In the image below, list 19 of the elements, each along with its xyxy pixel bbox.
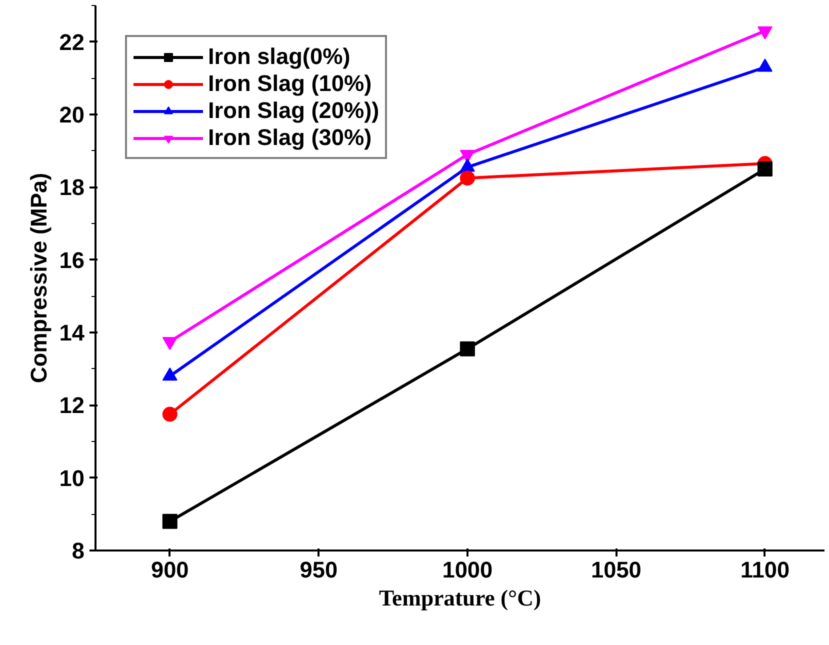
x-tick-label: 1000 [442,556,493,582]
x-tick-label: 1050 [591,556,642,582]
y-tick-label: 12 [59,392,84,418]
legend-label: Iron Slag (20%)) [208,97,380,124]
y-tick-label: 10 [59,464,84,491]
y-tick-label: 16 [59,246,84,273]
legend-label: Iron Slag (10%) [208,70,372,97]
x-tick-label: 1100 [740,556,790,582]
y-tick-label: 18 [59,174,84,200]
y-axis-title: Compressive (MPa) [25,172,52,384]
y-tick-label: 8 [72,538,85,564]
x-tick-label: 950 [300,556,338,582]
y-tick-label: 22 [59,28,84,55]
y-tick-label: 14 [59,320,85,346]
x-axis-title: Temprature (°C) [379,586,541,610]
legend-label: Iron Slag (30%) [208,124,372,151]
x-tick-label: 900 [150,556,189,582]
legend-label: Iron slag(0%) [208,43,350,70]
y-tick-label: 20 [59,102,84,128]
